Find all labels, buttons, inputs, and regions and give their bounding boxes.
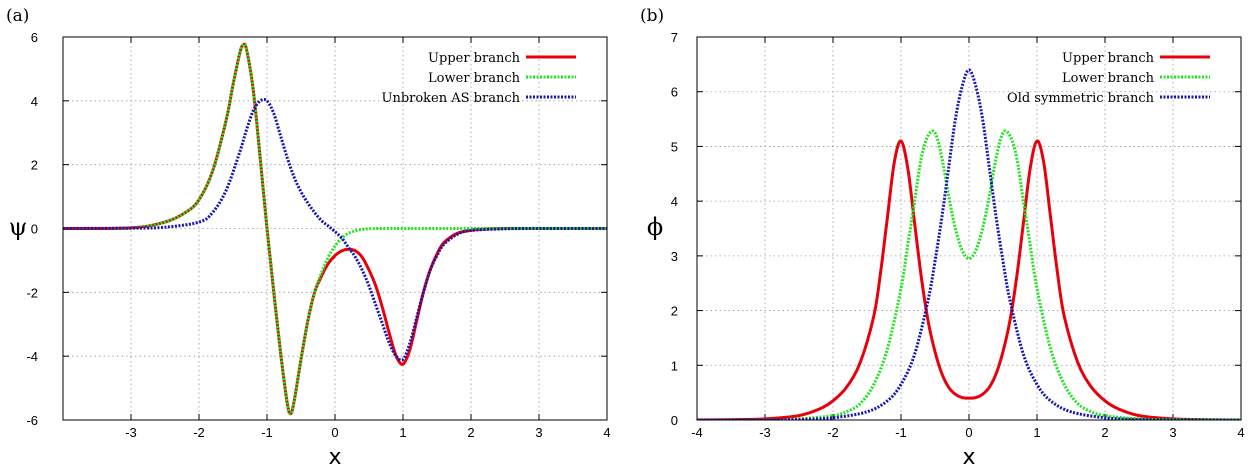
x-tick-label: -1 <box>261 425 273 440</box>
y-axis-title: ψ <box>9 213 28 241</box>
y-tick-label: 4 <box>671 194 678 209</box>
legend-label: Lower branch <box>1062 71 1155 86</box>
y-axis-title: ϕ <box>647 213 663 241</box>
x-tick-label: -4 <box>691 425 703 440</box>
y-tick-label: 4 <box>31 94 38 109</box>
panel-label: (b) <box>640 6 664 26</box>
legend-label: Old symmetric branch <box>1007 91 1155 106</box>
plot-frame <box>696 36 1242 421</box>
legend-label: Upper branch <box>1062 51 1155 66</box>
series-line-1 <box>697 139 1241 420</box>
series-line-2 <box>697 129 1241 420</box>
x-tick-label: 2 <box>467 425 474 440</box>
y-tick-label: 1 <box>671 358 678 373</box>
legend: Upper branch Lower branch Old symmetric br… <box>1007 51 1210 106</box>
x-tick-label: 4 <box>603 425 610 440</box>
y-tick-label: 3 <box>671 249 678 264</box>
plot-area <box>63 42 607 416</box>
x-tick-label: 3 <box>535 425 542 440</box>
y-tick-label: 7 <box>671 30 678 45</box>
chart-panel-a: (a) -3 -2 -1 0 1 2 3 4 -6 -4 -2 0 2 4 6 x ψ Upper branch Lo… <box>6 6 611 468</box>
y-tick-label: 0 <box>31 222 38 237</box>
x-tick-label: 4 <box>1237 425 1244 440</box>
y-tick-label: -4 <box>26 349 38 364</box>
x-tick-label: 1 <box>1033 425 1040 440</box>
y-tick-label: -6 <box>26 413 38 428</box>
y-tick-label: 6 <box>31 30 38 45</box>
plot-area <box>697 68 1241 420</box>
y-tick-label: 5 <box>671 139 678 154</box>
x-axis-title: x <box>962 445 975 468</box>
legend-label: Upper branch <box>428 51 521 66</box>
x-tick-label: 3 <box>1169 425 1176 440</box>
x-tick-label: 1 <box>399 425 406 440</box>
legend-label: Unbroken AS branch <box>381 91 520 106</box>
x-tick-label: -3 <box>759 425 771 440</box>
series-line-3 <box>697 68 1241 420</box>
chart-panel-b: (b) -4 -3 -2 -1 0 1 2 3 4 0 1 2 3 4 5 6 7 x ϕ Upper branch Lo… <box>640 6 1245 468</box>
x-axis-title: x <box>328 445 341 468</box>
series-line-3 <box>63 97 607 362</box>
x-tick-label: 2 <box>1101 425 1108 440</box>
series-line-2 <box>63 42 607 416</box>
x-tick-label: -2 <box>193 425 205 440</box>
x-tick-label: -1 <box>895 425 907 440</box>
x-tick-label: 0 <box>965 425 972 440</box>
legend-label: Lower branch <box>428 71 521 86</box>
y-tick-label: -2 <box>26 285 38 300</box>
y-tick-label: 0 <box>671 413 678 428</box>
plot-frame <box>62 36 608 421</box>
y-tick-label: 6 <box>671 85 678 100</box>
x-tick-label: -2 <box>827 425 839 440</box>
y-tick-label: 2 <box>31 158 38 173</box>
legend: Upper branch Lower branch Unbroken AS bran… <box>381 51 576 106</box>
panel-label: (a) <box>6 6 29 26</box>
x-tick-label: 0 <box>331 425 338 440</box>
x-tick-label: -3 <box>125 425 137 440</box>
y-tick-label: 2 <box>671 304 678 319</box>
